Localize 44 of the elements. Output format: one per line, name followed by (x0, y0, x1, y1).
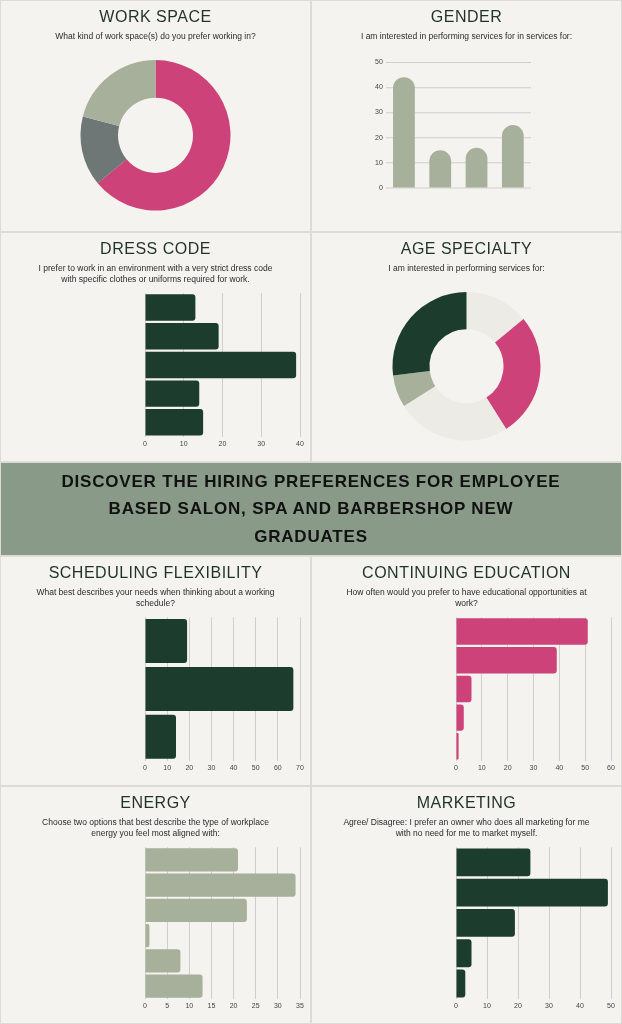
chart-title: AGE SPECIALTY (399, 240, 534, 258)
chart-subtitle: Choose two options that best describe the type of workplace energy you feel most aligned with: (41, 817, 270, 840)
bar (456, 878, 608, 907)
bar (456, 908, 515, 937)
bar (145, 322, 219, 350)
bar (145, 898, 247, 922)
chart-subtitle: What best describes your needs when thinking about a working schedule? (35, 587, 276, 610)
bar (456, 969, 466, 998)
bar (456, 939, 472, 968)
chart-title: DRESS CODE (99, 240, 212, 258)
bar (145, 666, 294, 711)
chart-title: MARKETING (415, 794, 518, 812)
bar (145, 380, 200, 407)
chart-title: ENERGY (119, 794, 192, 812)
bar (145, 873, 296, 897)
bar (145, 949, 181, 973)
bar (145, 294, 196, 321)
chart-title: GENDER (429, 8, 504, 26)
chart-subtitle: What kind of work space(s) do you prefer working in? (54, 31, 257, 43)
bar (145, 619, 188, 664)
bar (145, 848, 238, 872)
chart-title: CONTINUING EDUCATION (361, 564, 572, 582)
bar (393, 77, 415, 188)
bar (456, 675, 472, 703)
bar (465, 148, 488, 188)
chart-subtitle: I prefer to work in an environment with a very strict dress code with specific clothes or uniforms required for work. (37, 263, 274, 286)
bar (456, 646, 557, 674)
bar (501, 125, 524, 188)
bar (456, 618, 588, 645)
bar (145, 974, 203, 998)
chart-title: WORK SPACE (98, 8, 213, 26)
bar (145, 714, 176, 759)
chart-subtitle: I am interested in performing services for: (387, 263, 546, 275)
bar (456, 848, 531, 877)
chart-title: SCHEDULING FLEXIBILITY (47, 564, 264, 582)
chart-subtitle: Agree/ Disagree: I prefer an owner who does all marketing for me with no need for me to market myself. (342, 817, 591, 840)
chart-subtitle: How often would you prefer to have educational opportunities at work? (345, 587, 588, 610)
bar (145, 409, 204, 436)
bar (145, 351, 297, 379)
chart-subtitle: I am interested in performing services for in services for: (359, 31, 574, 43)
bar (429, 150, 452, 188)
text: DISCOVER THE HIRING PREFERENCES FOR EMPLOYEE BASED SALON, SPA AND BARBERSHOP NEW GRADUATES (61, 471, 561, 548)
bar (456, 733, 459, 760)
bar (456, 704, 464, 731)
